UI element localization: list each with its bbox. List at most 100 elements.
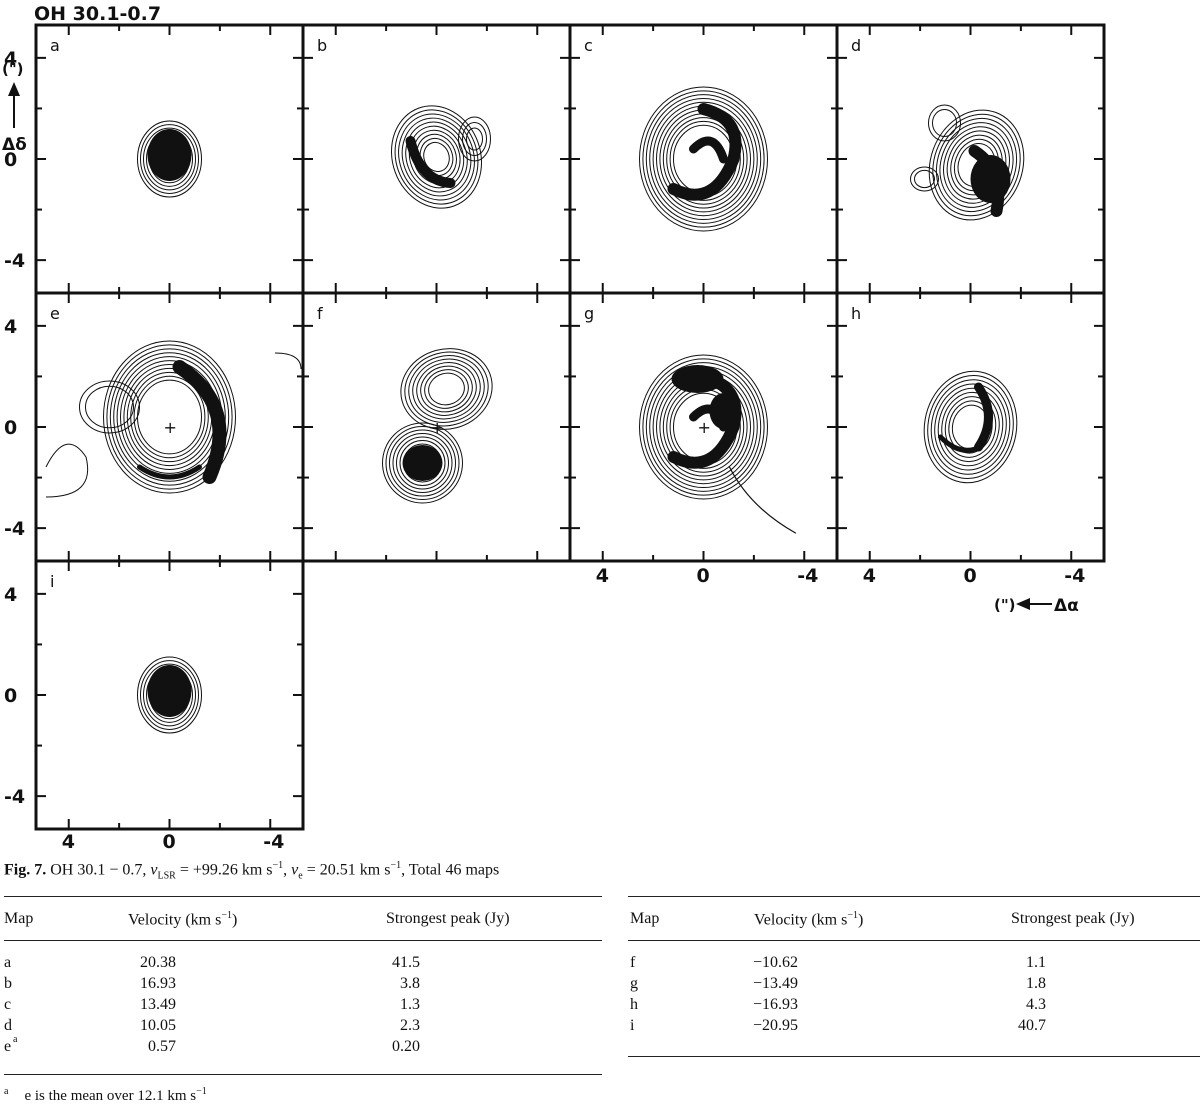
- table-left-header-peak: Strongest peak (Jy): [386, 910, 510, 927]
- panel-d: d: [835, 23, 1106, 295]
- y-axis-arrowhead: [8, 82, 20, 96]
- table-cell-peak: 4.3: [1026, 996, 1046, 1013]
- x-axis-unit: ("): [994, 596, 1016, 614]
- panel-frame: [835, 23, 1106, 295]
- footnote-text: e is the mean over 12.1 km s: [24, 1088, 197, 1104]
- contour-line: [639, 354, 768, 500]
- table-cell-map: a: [4, 954, 12, 971]
- contour-line: [394, 109, 479, 205]
- table-cell-peak: 1.3: [400, 996, 420, 1013]
- x-axis-label: Δα: [1054, 596, 1079, 616]
- table-cell-map: e: [4, 1038, 12, 1055]
- caption-separator-1: ,: [283, 861, 292, 879]
- figure-caption: Fig. 7. OH 30.1 − 0.7, vLSR = +99.26 km …: [4, 860, 499, 882]
- y-tick-label: 4: [4, 584, 17, 606]
- table-cell-map: c: [4, 996, 12, 1013]
- contour-set: [639, 354, 797, 534]
- panel-label: c: [584, 36, 593, 55]
- caption-ve-exp: −1: [390, 860, 402, 871]
- table-cell-peak: 2.3: [400, 1017, 420, 1034]
- table-cell-map: h: [630, 996, 638, 1013]
- contour-line: [642, 90, 765, 228]
- contour-line: [137, 379, 202, 455]
- contour-line: [143, 127, 196, 191]
- contour-line: [928, 104, 961, 142]
- table-cell-peak: 41.5: [392, 954, 420, 971]
- header-velocity-close: ): [857, 911, 864, 929]
- table-cell-velocity: 0.57: [148, 1038, 176, 1055]
- table-cell-map: i: [630, 1017, 635, 1034]
- contour-line: [652, 101, 755, 217]
- table-right-header-peak: Strongest peak (Jy): [1011, 910, 1135, 927]
- contour-line: [385, 426, 460, 500]
- table-left-header-rule: [4, 940, 602, 941]
- contour-set: [137, 656, 202, 734]
- contour-line: [423, 141, 450, 173]
- panel-f: f+: [301, 291, 572, 563]
- contour-line: [137, 656, 202, 734]
- panel-e: e+: [34, 291, 305, 563]
- x-tick-label: 4: [62, 831, 75, 850]
- table-cell-velocity: 20.38: [140, 954, 176, 971]
- emission-arc: [974, 382, 993, 452]
- table-left-bottom-rule: [4, 1074, 602, 1075]
- contour-line: [932, 113, 1021, 217]
- contour-set: [639, 86, 768, 232]
- table-cell-peak: 1.8: [1026, 975, 1046, 992]
- contour-set: [923, 370, 1018, 484]
- contour-line: [389, 429, 456, 497]
- emission-peak: [671, 365, 724, 393]
- y-tick-label: 4: [4, 316, 17, 338]
- y-tick-label: 0: [4, 149, 17, 171]
- contour-line: [109, 348, 230, 486]
- table-right: Map Velocity (km s−1) Strongest peak (Jy…: [628, 896, 1200, 1061]
- emission-arc: [938, 434, 983, 453]
- x-tick-label: 0: [964, 565, 977, 587]
- contour-line: [666, 117, 741, 201]
- contour-line: [923, 370, 1018, 484]
- contour-line: [133, 375, 206, 459]
- table-cell-peak: 3.8: [400, 975, 420, 992]
- caption-ve-value: = 20.51 km s: [302, 861, 391, 879]
- y-tick-label: 4: [4, 48, 17, 70]
- contour-set: [382, 348, 493, 504]
- contour-line: [113, 352, 226, 482]
- caption-vlsr-sub: LSR: [157, 870, 176, 882]
- contour-map-figure: OH 30.1-0.7a b c de+f+g+hi40-440-440-4(")Δδ…: [2, 3, 1106, 850]
- panel-g: g+: [568, 291, 839, 563]
- contour-line: [466, 127, 483, 151]
- table-cell-map: g: [630, 975, 638, 992]
- table-footnote: a e is the mean over 12.1 km s−1: [4, 1086, 223, 1105]
- contour-set: [910, 104, 1025, 221]
- panel-c: c: [568, 23, 839, 295]
- contour-line: [137, 120, 202, 198]
- contour-line: [140, 124, 199, 194]
- contour-line: [140, 660, 199, 730]
- center-marker: +: [698, 418, 711, 437]
- center-marker: +: [164, 418, 177, 437]
- panel-label: h: [851, 304, 861, 323]
- emission-arc: [405, 136, 456, 188]
- contour-line: [927, 375, 1014, 479]
- table-cell-velocity: 16.93: [140, 975, 176, 992]
- contour-line: [944, 396, 997, 458]
- table-cell-velocity: −13.49: [752, 975, 798, 992]
- header-velocity-exp: −1: [221, 910, 232, 921]
- contour-set: [390, 105, 491, 209]
- panel-label: b: [317, 36, 327, 55]
- table-cell-peak: 0.20: [392, 1038, 420, 1055]
- contour-line: [398, 113, 475, 201]
- x-tick-label: -4: [263, 831, 284, 850]
- contour-line: [274, 352, 302, 370]
- contour-line: [649, 97, 758, 221]
- caption-vlsr-exp: −1: [272, 860, 284, 871]
- table-cell-peak: 1.1: [1026, 954, 1046, 971]
- contour-line: [103, 340, 236, 494]
- y-axis-label: Δδ: [2, 135, 27, 155]
- table-cell-map: b: [4, 975, 12, 992]
- panel-b: b: [301, 23, 572, 295]
- x-tick-label: -4: [797, 565, 818, 587]
- contour-line: [910, 166, 939, 192]
- panel-label: a: [50, 36, 60, 55]
- contour-line: [79, 380, 140, 434]
